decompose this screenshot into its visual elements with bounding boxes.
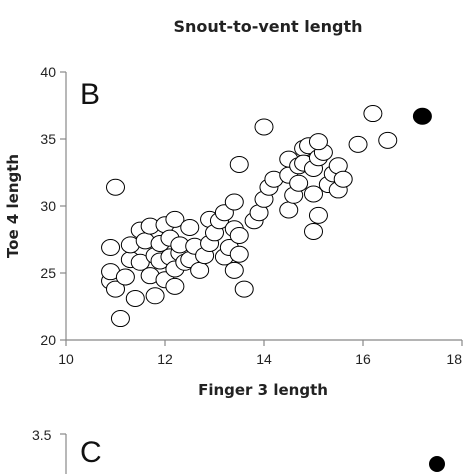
open-data-point <box>106 178 125 196</box>
x-tick-label: 16 <box>355 351 371 367</box>
open-data-point <box>224 261 244 279</box>
x-tick-label: 18 <box>446 351 462 367</box>
open-data-point <box>110 310 130 328</box>
open-data-point <box>180 218 200 236</box>
open-data-point <box>101 239 121 257</box>
x-tick-label: 14 <box>256 351 272 367</box>
open-data-point <box>165 277 185 295</box>
open-data-point <box>229 155 249 173</box>
panel-c-letter: C <box>80 436 102 469</box>
open-data-point <box>363 105 383 123</box>
open-data-point <box>308 133 328 151</box>
open-data-point <box>289 174 309 192</box>
open-data-point <box>308 206 328 224</box>
x-tick-label: 10 <box>58 351 74 367</box>
open-data-point <box>333 170 353 188</box>
open-data-point <box>190 261 210 279</box>
open-data-point <box>378 131 398 149</box>
open-data-point <box>106 280 125 298</box>
filled-data-point <box>412 107 432 125</box>
x-tick-label: 12 <box>157 351 173 367</box>
open-data-point <box>115 268 135 286</box>
y-ticks: 20 25 30 35 40 <box>40 64 66 348</box>
y-tick-label: 25 <box>40 265 56 281</box>
y-axis-label: Toe 4 length <box>4 154 22 258</box>
x-axis-label: Finger 3 length <box>198 381 328 399</box>
panel-c-filled-point <box>429 456 445 472</box>
y-tick-label: 35 <box>40 131 56 147</box>
x-ticks: 10 12 14 16 18 <box>58 340 463 367</box>
open-data-point <box>229 226 249 244</box>
open-data-point <box>254 118 274 136</box>
open-data-point <box>304 222 323 240</box>
panel-c: 3.5 C <box>32 427 445 474</box>
data-points <box>101 105 432 328</box>
open-data-point <box>224 193 244 211</box>
chart-title: Snout-to-vent length <box>174 17 363 36</box>
open-data-point <box>165 210 185 228</box>
open-data-point <box>348 135 368 153</box>
panel-b-letter: B <box>80 78 100 111</box>
open-data-point <box>229 245 249 263</box>
y-tick-label: 30 <box>40 198 56 214</box>
open-data-point <box>304 185 323 203</box>
open-data-point <box>125 289 145 307</box>
open-data-point <box>279 201 299 219</box>
y-tick-label: 20 <box>40 332 56 348</box>
y-tick-label: 40 <box>40 64 56 80</box>
panel-c-y-tick-label: 3.5 <box>32 427 52 443</box>
open-data-point <box>234 280 254 298</box>
open-data-point <box>145 287 165 305</box>
